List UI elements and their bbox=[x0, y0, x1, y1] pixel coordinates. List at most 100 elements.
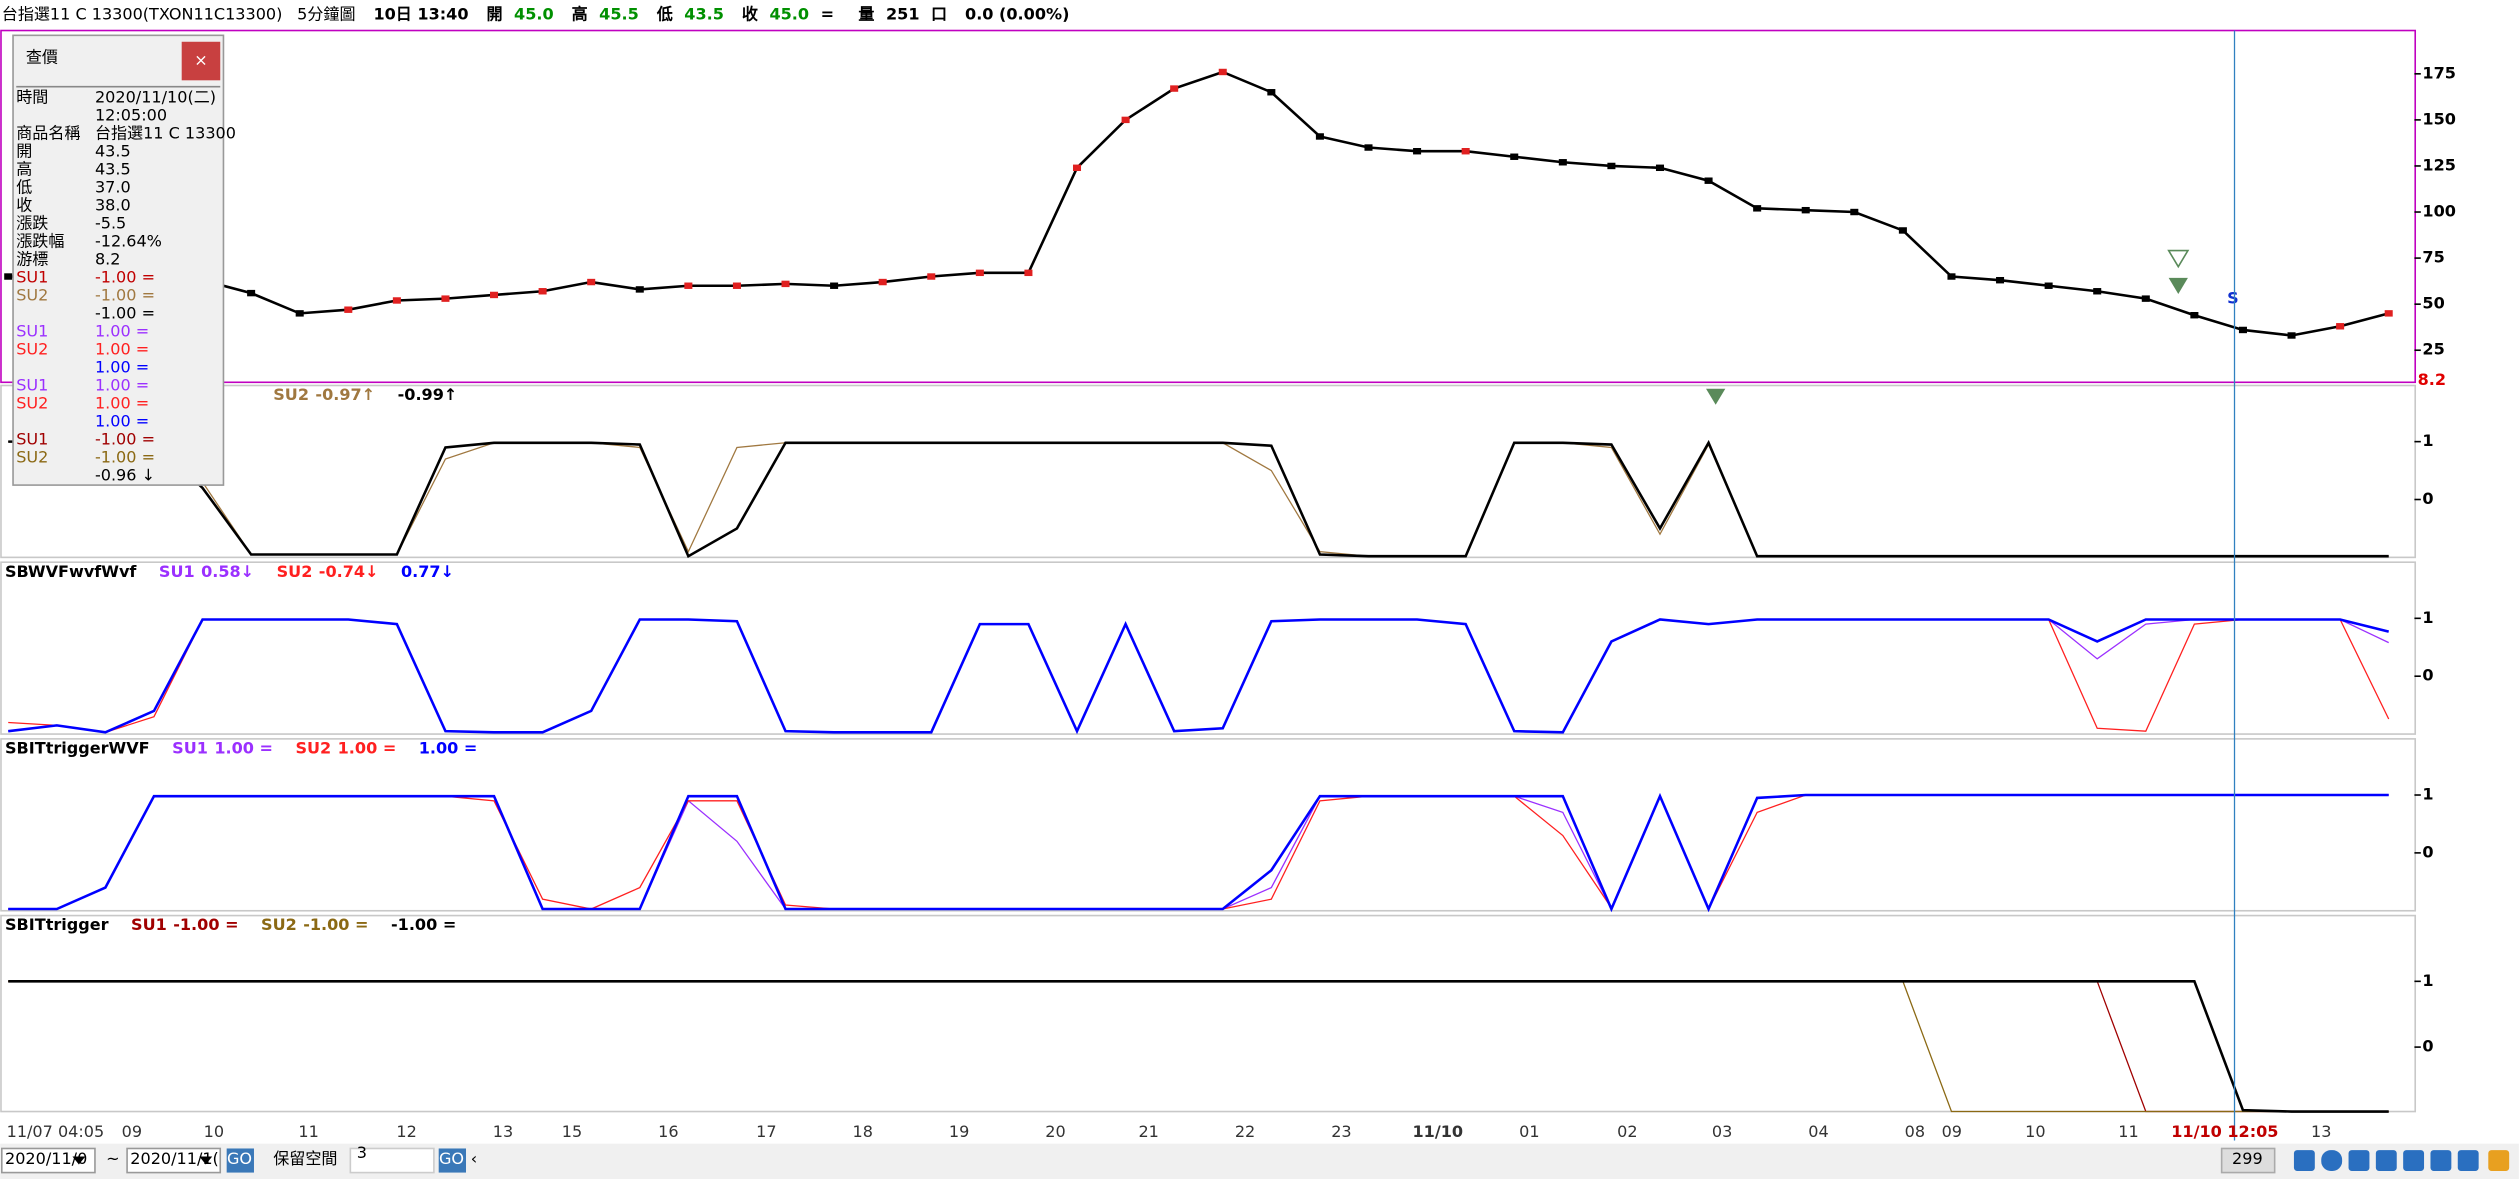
panel-frame bbox=[0, 384, 2417, 559]
row-label: 低 bbox=[16, 177, 32, 196]
panel-frame bbox=[0, 561, 2417, 735]
y-tick-label: 50 bbox=[2422, 294, 2444, 313]
legend-value: -0.99↑ bbox=[398, 385, 458, 404]
row-label: SU1 bbox=[16, 375, 48, 394]
dropdown bbox=[72, 1156, 86, 1165]
y-tick-label: 25 bbox=[2422, 340, 2444, 359]
triangle bbox=[2167, 249, 2190, 269]
row-value: -0.96 ↓ bbox=[95, 465, 155, 484]
legend-name: SU2 bbox=[261, 915, 297, 934]
tool-icons[interactable] bbox=[2293, 1150, 2510, 1171]
candle bbox=[1121, 116, 1130, 124]
candle bbox=[1947, 273, 1956, 280]
series-line bbox=[8, 618, 2390, 735]
row-label: SU1 bbox=[16, 321, 48, 340]
scroll-left[interactable]: ‹ bbox=[471, 1149, 477, 1168]
y-tick-label: 0 bbox=[2422, 489, 2433, 508]
panel-title: SBITtriggerWVF bbox=[5, 738, 150, 757]
legend-value: -0.74↓ bbox=[319, 561, 379, 580]
go-label: GO bbox=[439, 1149, 464, 1168]
candle bbox=[1024, 269, 1033, 277]
row-value: -1.00 = bbox=[95, 303, 155, 322]
reserve-box[interactable] bbox=[349, 1147, 435, 1174]
volume: 251 bbox=[886, 4, 920, 23]
y-tick-label: 125 bbox=[2422, 155, 2456, 174]
x-tick-label: 09 bbox=[1942, 1122, 1962, 1141]
x-tick-label: 09 bbox=[122, 1122, 142, 1141]
x-tick-label: 11 bbox=[2118, 1122, 2138, 1141]
x-tick-label: 11 bbox=[298, 1122, 318, 1141]
separator: ~ bbox=[106, 1149, 119, 1168]
x-tick-label: 22 bbox=[1235, 1122, 1255, 1141]
legend-value: -1.00 = bbox=[173, 915, 238, 934]
series-line bbox=[8, 980, 2389, 1113]
go-button[interactable] bbox=[438, 1148, 467, 1173]
candle bbox=[538, 288, 547, 295]
y-tick-label: 1 bbox=[2422, 431, 2433, 450]
candle bbox=[2141, 295, 2150, 302]
x-tick-label: 15 bbox=[562, 1122, 582, 1141]
candle bbox=[490, 291, 499, 299]
close: 45.0 bbox=[769, 4, 809, 23]
candle bbox=[4, 273, 13, 280]
candle bbox=[878, 278, 887, 286]
legend-name: SU1 bbox=[172, 738, 208, 757]
date-to: 2020/11/1( bbox=[130, 1149, 219, 1168]
panel-title: SBWVFwvfWvf bbox=[5, 561, 137, 580]
go-button[interactable] bbox=[226, 1148, 254, 1173]
row-label: SU1 bbox=[16, 429, 48, 448]
panel-header: SBITtrigger SU1 -1.00 = SU2 -1.00 = -1.00 = bbox=[5, 915, 456, 934]
reserve-value: 3 bbox=[357, 1143, 367, 1162]
candle bbox=[2384, 310, 2393, 317]
candle bbox=[1364, 144, 1373, 151]
header: 台指選11 C 13300(TXON11C13300) 5分鐘圖 10日 13:… bbox=[2, 4, 1070, 23]
signal: S bbox=[2227, 288, 2239, 307]
panel-title: SBITtrigger bbox=[5, 915, 109, 934]
y-tick-label: 1 bbox=[2422, 608, 2433, 627]
low-label: 低 bbox=[656, 4, 673, 23]
row-value: 1.00 = bbox=[95, 339, 149, 358]
count-box bbox=[2220, 1147, 2276, 1174]
candle bbox=[587, 278, 596, 286]
x-tick-label: 03 bbox=[1712, 1122, 1732, 1141]
legend-name: SU1 bbox=[159, 561, 195, 580]
row-label: SU2 bbox=[16, 285, 48, 304]
row-label: SU1 bbox=[16, 267, 48, 286]
low: 43.5 bbox=[684, 4, 724, 23]
candle bbox=[1850, 208, 1859, 216]
row-value: 1.00 = bbox=[95, 357, 149, 376]
toolbar: 2020/11/0 ~ 2020/11/1( GO 保留空間 3 GO ‹ 29… bbox=[0, 1143, 2519, 1179]
close-mark: = bbox=[821, 4, 834, 23]
close-button[interactable] bbox=[181, 41, 221, 81]
candle bbox=[1461, 148, 1470, 155]
x-tick-label: 19 bbox=[949, 1122, 969, 1141]
candle bbox=[1510, 153, 1519, 160]
open: 45.0 bbox=[514, 4, 554, 23]
candle bbox=[1801, 206, 1810, 214]
triangle bbox=[1706, 388, 1726, 405]
candle bbox=[927, 273, 936, 280]
y-tick-label: 150 bbox=[2422, 109, 2456, 128]
candle bbox=[1267, 89, 1276, 96]
popup-box bbox=[12, 34, 225, 486]
row-value: -12.64% bbox=[95, 231, 162, 250]
panel-header: SBITtriggerWVF SU1 1.00 = SU2 1.00 = 1.00 = bbox=[5, 738, 477, 757]
legend-value: 1.00 = bbox=[214, 738, 273, 757]
row-label: 時間 bbox=[16, 87, 48, 106]
close-icon[interactable]: × bbox=[194, 51, 207, 70]
candle bbox=[1655, 164, 1665, 172]
x-tick-label: 10 bbox=[2025, 1122, 2045, 1141]
candle bbox=[1607, 162, 1616, 170]
popup-title: 查價 bbox=[26, 47, 58, 66]
y-tick-label: 1 bbox=[2422, 971, 2433, 990]
candle bbox=[732, 282, 741, 289]
row-value: 1.00 = bbox=[95, 411, 149, 430]
row-value: 台指選11 C 13300 bbox=[95, 123, 236, 142]
candle bbox=[2287, 332, 2296, 339]
panel-frame bbox=[0, 738, 2417, 912]
candle bbox=[975, 269, 984, 277]
x-tick-label: 13 bbox=[493, 1122, 513, 1141]
